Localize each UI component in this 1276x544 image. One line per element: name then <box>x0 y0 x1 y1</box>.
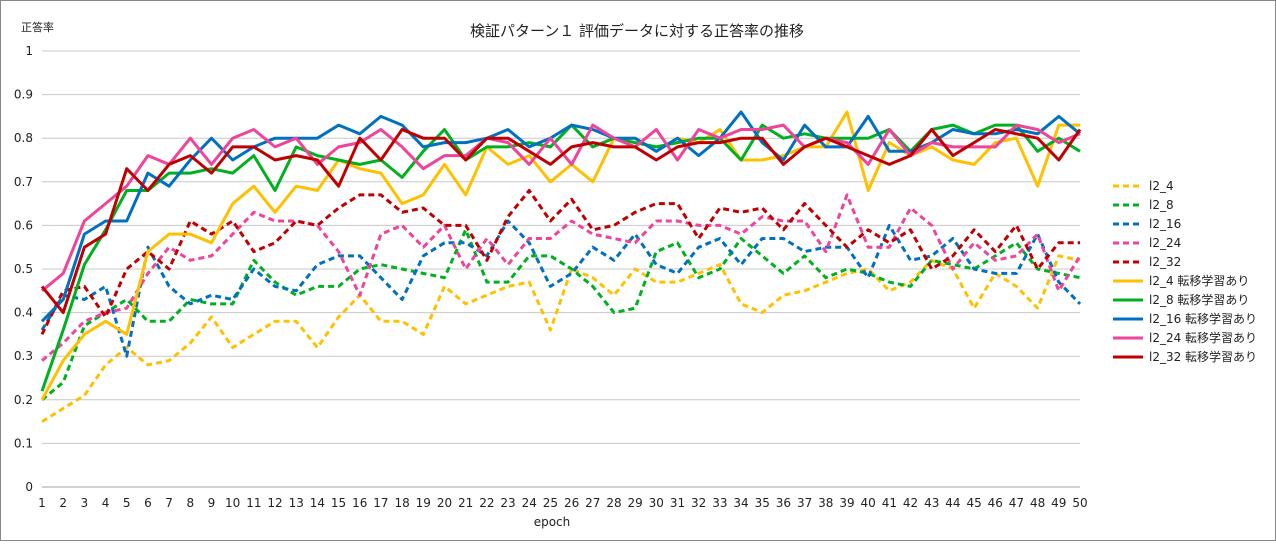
y-tick-label: 0.5 <box>14 262 33 276</box>
x-tick-label: 8 <box>186 496 194 510</box>
x-tick-label: 20 <box>437 496 452 510</box>
x-tick-label: 34 <box>733 496 748 510</box>
x-tick-labels: 1 2 3 4 5 6 7 8 9 10 11 12 13 14 15 16 17 18 19 20 21 22 23 24 2… <box>38 496 1087 510</box>
y-tick-label: 0.3 <box>14 349 33 363</box>
x-tick-label: 5 <box>123 496 131 510</box>
y-tick-label: 0.1 <box>14 436 33 450</box>
x-tick-label: 9 <box>208 496 216 510</box>
x-tick-label: 14 <box>310 496 325 510</box>
x-tick-label: 43 <box>924 496 939 510</box>
x-tick-label: 17 <box>373 496 388 510</box>
series-line <box>42 112 1080 321</box>
x-tick-label: 4 <box>102 496 110 510</box>
legend-label: l2_32 転移学習あり <box>1149 349 1257 364</box>
x-tick-label: 35 <box>755 496 770 510</box>
y-tick-label: 1 <box>25 44 33 58</box>
x-tick-label: 36 <box>776 496 791 510</box>
x-tick-label: 37 <box>797 496 812 510</box>
x-tick-label: 29 <box>628 496 643 510</box>
x-tick-label: 19 <box>416 496 431 510</box>
y-tick-label: 0.6 <box>14 218 33 232</box>
legend-label: l2_4 転移学習あり <box>1149 273 1249 288</box>
chart-title: 検証パターン１ 評価データに対する正答率の推移 <box>470 22 804 40</box>
series-lines <box>42 112 1080 422</box>
legend-label: l2_32 <box>1149 255 1181 269</box>
x-tick-label: 32 <box>691 496 706 510</box>
series-line <box>42 130 1080 313</box>
y-tick-labels: 0 0.1 0.2 0.3 0.4 0.5 0.6 0.7 0.8 0.9 1 <box>14 44 33 494</box>
x-tick-label: 18 <box>394 496 409 510</box>
x-tick-label: 11 <box>246 496 261 510</box>
x-tick-label: 22 <box>479 496 494 510</box>
y-tick-label: 0.2 <box>14 393 33 407</box>
x-tick-label: 40 <box>861 496 876 510</box>
legend-label: l2_16 転移学習あり <box>1149 311 1257 326</box>
y-tick-label: 0.4 <box>14 306 33 320</box>
x-tick-label: 12 <box>267 496 282 510</box>
x-tick-label: 3 <box>81 496 89 510</box>
x-tick-label: 28 <box>606 496 621 510</box>
x-tick-label: 42 <box>903 496 918 510</box>
x-tick-label: 38 <box>818 496 833 510</box>
x-tick-label: 44 <box>945 496 960 510</box>
legend-label: l2_8 転移学習あり <box>1149 292 1249 307</box>
x-tick-label: 49 <box>1051 496 1066 510</box>
x-tick-label: 25 <box>543 496 558 510</box>
x-tick-label: 15 <box>331 496 346 510</box>
x-tick-label: 46 <box>988 496 1003 510</box>
x-tick-label: 47 <box>1009 496 1024 510</box>
legend-label: l2_8 <box>1149 198 1174 212</box>
x-tick-label: 6 <box>144 496 152 510</box>
y-tick-label: 0.8 <box>14 131 33 145</box>
legend-label: l2_24 転移学習あり <box>1149 330 1257 345</box>
x-tick-label: 33 <box>712 496 727 510</box>
x-tick-label: 7 <box>165 496 173 510</box>
x-tick-label: 45 <box>966 496 981 510</box>
legend-label: l2_24 <box>1149 236 1181 250</box>
x-tick-label: 16 <box>352 496 367 510</box>
x-tick-label: 41 <box>882 496 897 510</box>
x-axis-label: epoch <box>534 515 571 529</box>
x-tick-label: 10 <box>225 496 240 510</box>
x-tick-label: 48 <box>1030 496 1045 510</box>
x-tick-label: 1 <box>38 496 46 510</box>
legend: l2_4 l2_8 l2_16 l2_24 l2_32 l2_4 転移学習あり l2_8 転… <box>1113 179 1257 364</box>
x-tick-label: 23 <box>500 496 515 510</box>
legend-label: l2_4 <box>1149 179 1174 193</box>
y-tick-label: 0.7 <box>14 175 33 189</box>
x-tick-label: 21 <box>458 496 473 510</box>
x-tick-label: 30 <box>649 496 664 510</box>
y-tick-label: 0 <box>25 480 33 494</box>
legend-label: l2_16 <box>1149 217 1181 231</box>
x-tick-label: 13 <box>289 496 304 510</box>
x-tick-label: 39 <box>839 496 854 510</box>
x-tick-label: 50 <box>1072 496 1087 510</box>
y-tick-label: 0.9 <box>14 88 33 102</box>
x-tick-label: 26 <box>564 496 579 510</box>
x-tick-label: 27 <box>585 496 600 510</box>
x-tick-label: 2 <box>59 496 67 510</box>
y-axis-label: 正答率 <box>21 20 54 34</box>
x-tick-label: 24 <box>522 496 537 510</box>
x-tick-label: 31 <box>670 496 685 510</box>
